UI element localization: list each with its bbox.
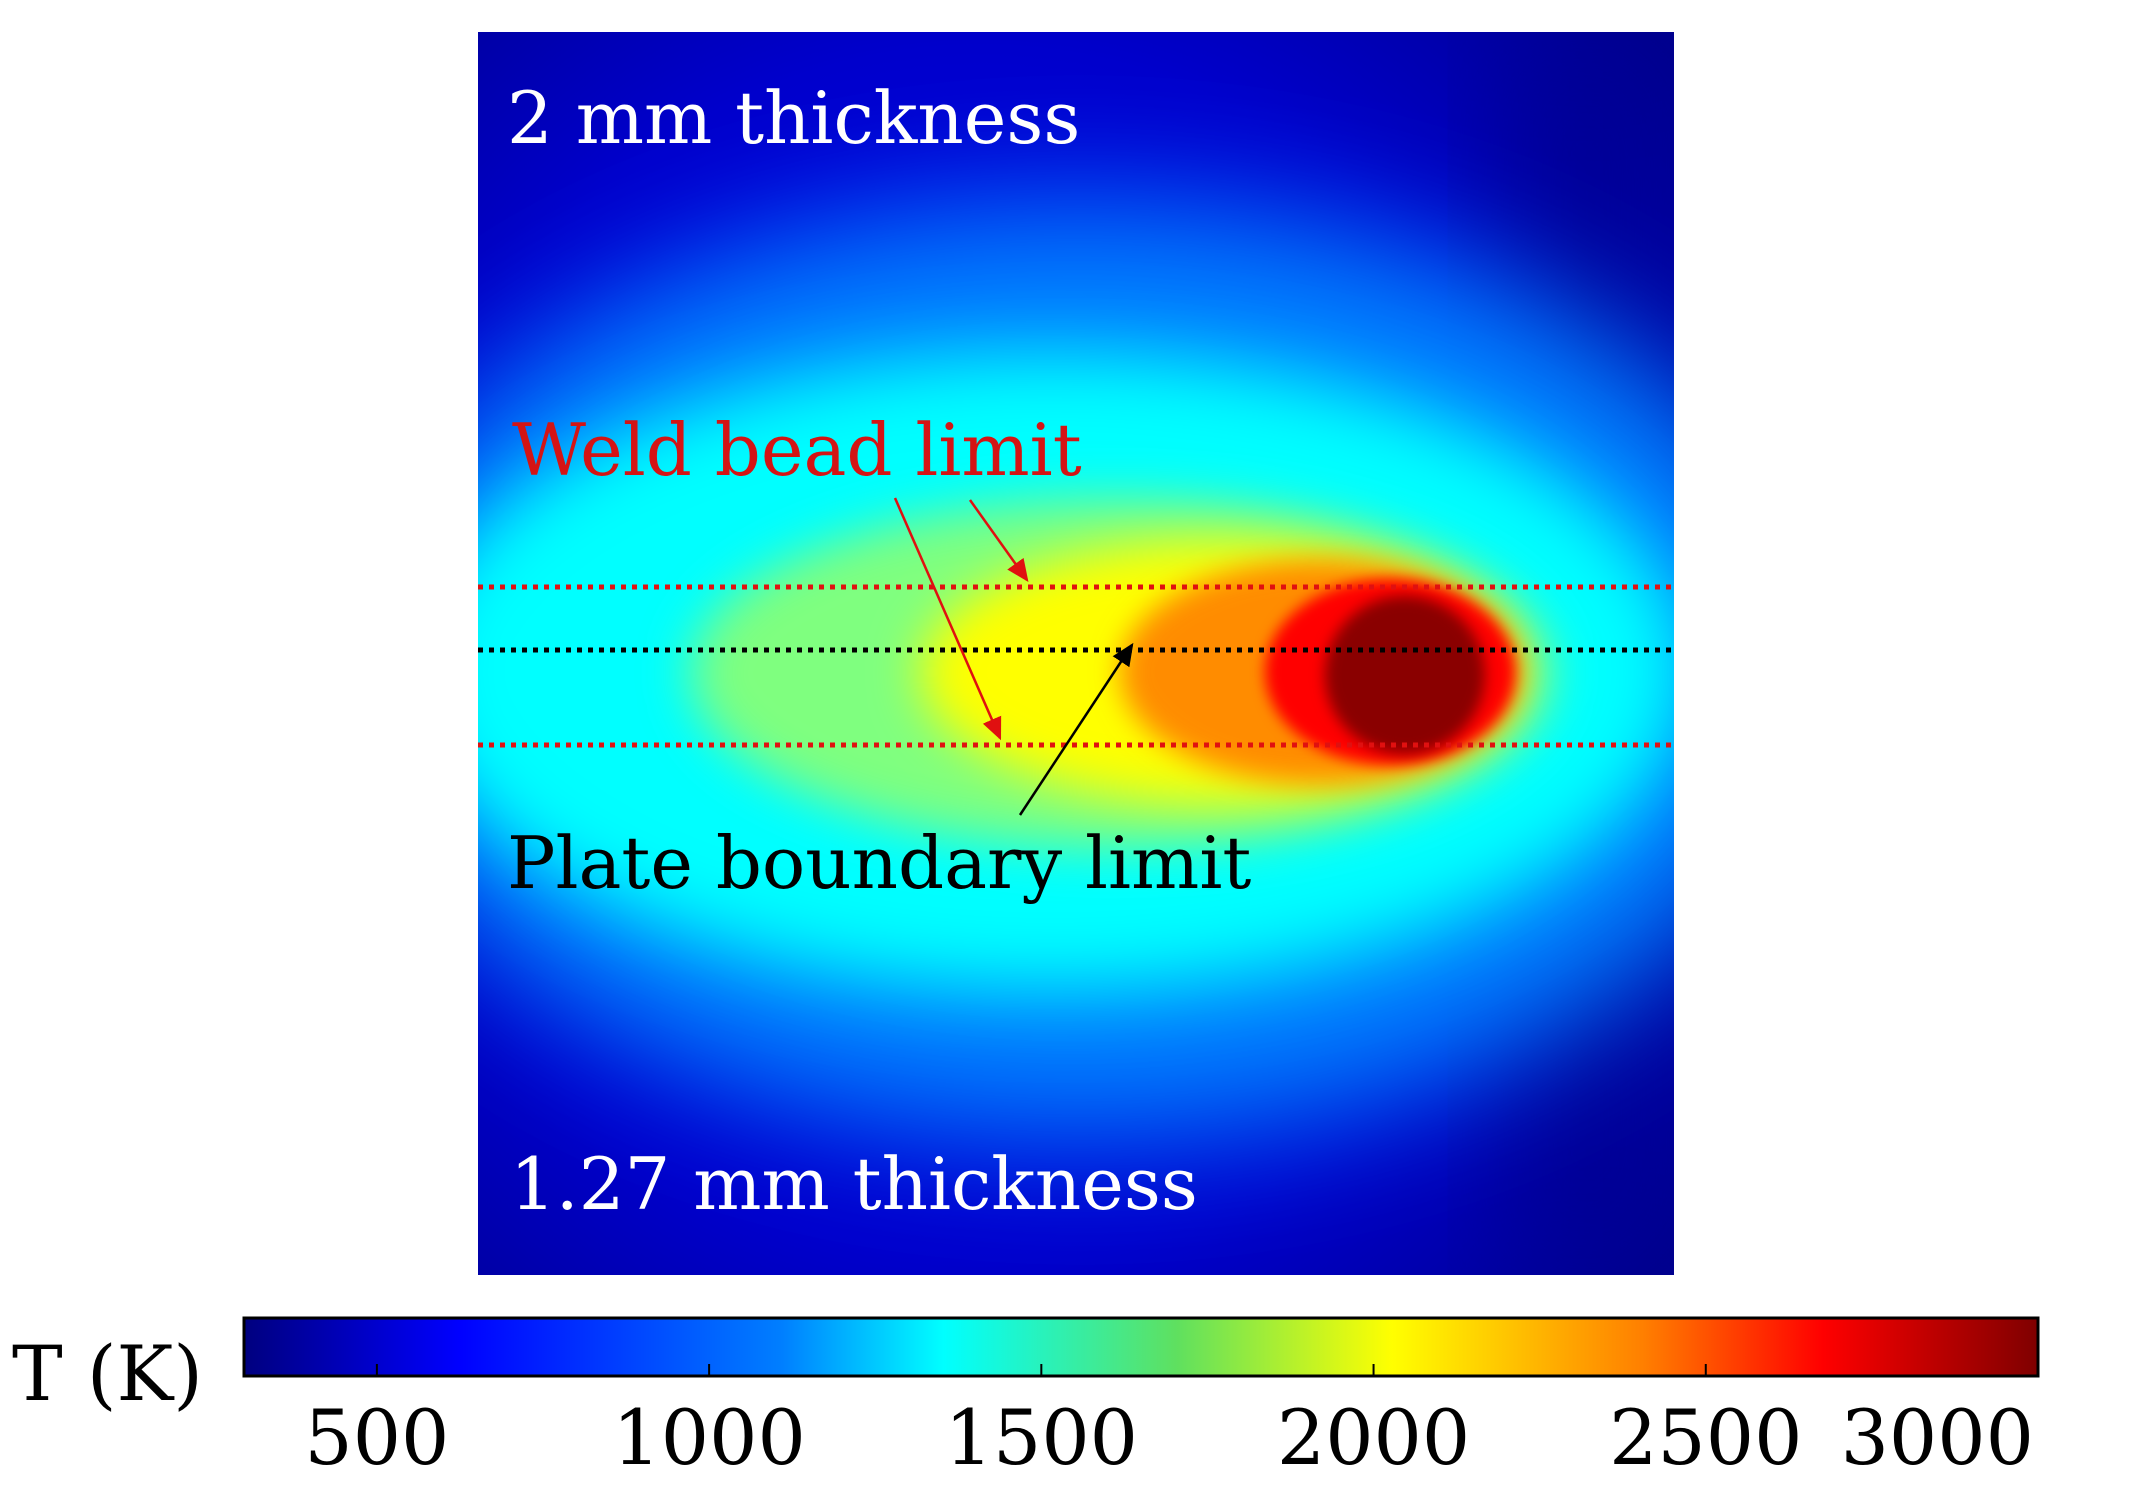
plate-boundary-arrow	[1018, 642, 1134, 816]
colorbar-tick-label-500: 500	[304, 1393, 449, 1482]
colorbar-tick-label-1500: 1500	[945, 1393, 1138, 1482]
weld-bead-arrow-upper	[968, 499, 1029, 583]
bottom-thickness-label: 1.27 mm thickness	[510, 1142, 1198, 1226]
weld-bead-limit-label: Weld bead limit	[512, 408, 1082, 492]
colorbar-ticks	[375, 1364, 1707, 1376]
colorbar-tick-labels: 500 1000 1500 2000 2500 3000	[304, 1393, 2034, 1482]
plate-boundary-limit-label: Plate boundary limit	[507, 821, 1251, 905]
top-thickness-label: 2 mm thickness	[507, 76, 1080, 160]
isotherm-dark-red	[1325, 596, 1485, 754]
colorbar-tick-label-2000: 2000	[1277, 1393, 1470, 1482]
colorbar: 500 1000 1500 2000 2500 3000 T (K)	[12, 1316, 2040, 1482]
colorbar-tick-label-1000: 1000	[612, 1393, 805, 1482]
weld-bead-arrow-lower	[893, 497, 1002, 741]
colorbar-gradient	[242, 1316, 2040, 1378]
heatmap-plot-area	[478, 32, 1674, 1275]
colorbar-tick-label-2500: 2500	[1609, 1393, 1802, 1482]
colorbar-tick-label-3000: 3000	[1841, 1393, 2034, 1482]
colorbar-title: T (K)	[12, 1329, 203, 1418]
